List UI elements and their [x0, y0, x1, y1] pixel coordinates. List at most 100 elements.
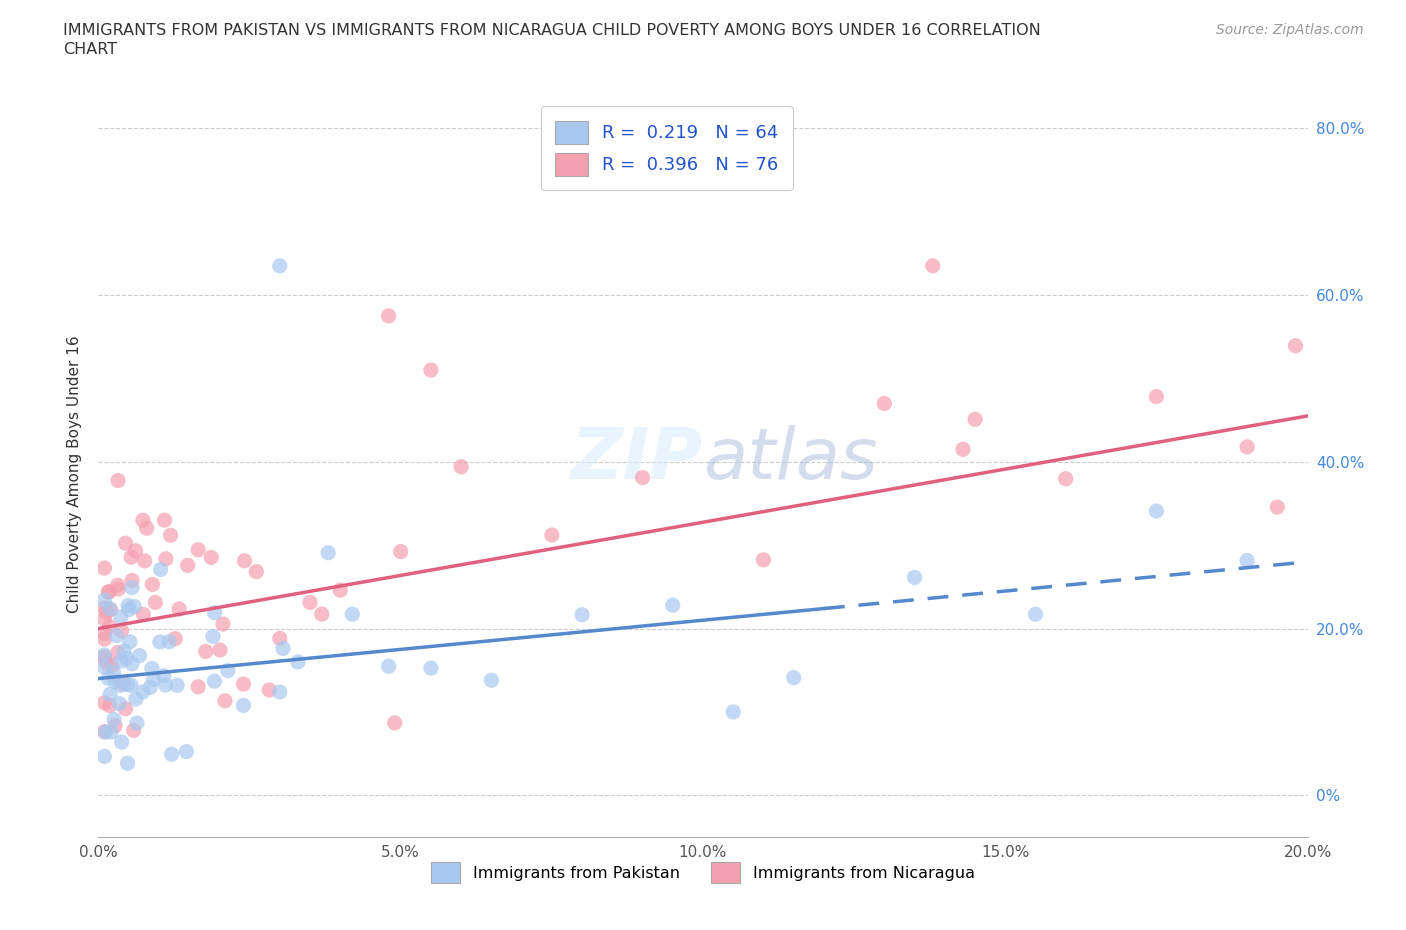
Point — [200, 550, 222, 565]
Point — [93, 631, 115, 646]
Point — [204, 673, 226, 688]
Point — [152, 669, 174, 684]
Point — [100, 602, 122, 617]
Point — [904, 570, 927, 585]
Point — [93, 647, 115, 662]
Point — [107, 578, 129, 592]
Point — [269, 259, 291, 273]
Point — [100, 724, 122, 739]
Point — [269, 684, 291, 699]
Point — [93, 749, 115, 764]
Point — [783, 671, 806, 685]
Point — [245, 565, 267, 579]
Point — [117, 677, 139, 692]
Point — [752, 552, 775, 567]
Point — [93, 601, 115, 616]
Point — [120, 678, 142, 693]
Point — [1054, 472, 1077, 486]
Point — [167, 602, 190, 617]
Point — [141, 661, 163, 676]
Point — [135, 521, 157, 536]
Point — [94, 724, 117, 739]
Point — [107, 473, 129, 488]
Point — [118, 603, 141, 618]
Text: ZIP: ZIP — [571, 425, 703, 494]
Point — [1236, 553, 1258, 568]
Point — [329, 583, 352, 598]
Point — [121, 573, 143, 588]
Point — [104, 718, 127, 733]
Point — [128, 648, 150, 663]
Point — [233, 553, 256, 568]
Point — [98, 687, 121, 702]
Point — [160, 747, 183, 762]
Point — [481, 672, 503, 687]
Point — [114, 701, 136, 716]
Legend: Immigrants from Pakistan, Immigrants from Nicaragua: Immigrants from Pakistan, Immigrants fro… — [423, 854, 983, 891]
Point — [117, 598, 139, 613]
Point — [176, 744, 198, 759]
Point — [132, 607, 155, 622]
Point — [143, 595, 166, 610]
Point — [194, 644, 217, 658]
Point — [389, 544, 412, 559]
Point — [157, 634, 180, 649]
Point — [122, 723, 145, 737]
Point — [124, 543, 146, 558]
Point — [166, 678, 188, 693]
Point — [377, 309, 399, 324]
Point — [1144, 503, 1167, 518]
Point — [93, 612, 115, 627]
Point — [149, 562, 172, 577]
Point — [98, 698, 121, 713]
Point — [420, 363, 443, 378]
Point — [257, 683, 280, 698]
Point — [232, 698, 254, 712]
Point — [165, 631, 187, 646]
Point — [114, 536, 136, 551]
Point — [96, 657, 118, 671]
Point — [103, 712, 125, 727]
Point — [125, 715, 148, 730]
Point — [139, 680, 162, 695]
Point — [118, 634, 141, 649]
Point — [111, 676, 134, 691]
Point — [187, 679, 209, 694]
Point — [120, 550, 142, 565]
Point — [93, 696, 115, 711]
Point — [132, 512, 155, 527]
Point — [121, 580, 143, 595]
Point — [377, 658, 399, 673]
Text: CHART: CHART — [63, 42, 117, 57]
Point — [232, 677, 254, 692]
Point — [93, 592, 115, 607]
Point — [149, 634, 172, 649]
Point — [100, 658, 122, 673]
Point — [571, 607, 593, 622]
Point — [108, 697, 131, 711]
Point — [115, 651, 138, 666]
Point — [187, 542, 209, 557]
Point — [214, 694, 236, 709]
Point — [107, 581, 129, 596]
Point — [316, 545, 339, 560]
Point — [1024, 606, 1046, 621]
Point — [1267, 499, 1289, 514]
Point — [93, 659, 115, 674]
Text: Source: ZipAtlas.com: Source: ZipAtlas.com — [1216, 23, 1364, 37]
Point — [723, 705, 745, 720]
Point — [93, 649, 115, 664]
Point — [97, 584, 120, 599]
Point — [271, 641, 294, 656]
Point — [420, 660, 443, 675]
Point — [93, 626, 115, 641]
Point — [873, 396, 896, 411]
Point — [105, 629, 128, 644]
Point — [98, 619, 121, 634]
Point — [540, 527, 562, 542]
Point — [159, 528, 181, 543]
Point — [96, 604, 118, 619]
Point — [97, 671, 120, 685]
Point — [112, 644, 135, 658]
Point — [93, 651, 115, 666]
